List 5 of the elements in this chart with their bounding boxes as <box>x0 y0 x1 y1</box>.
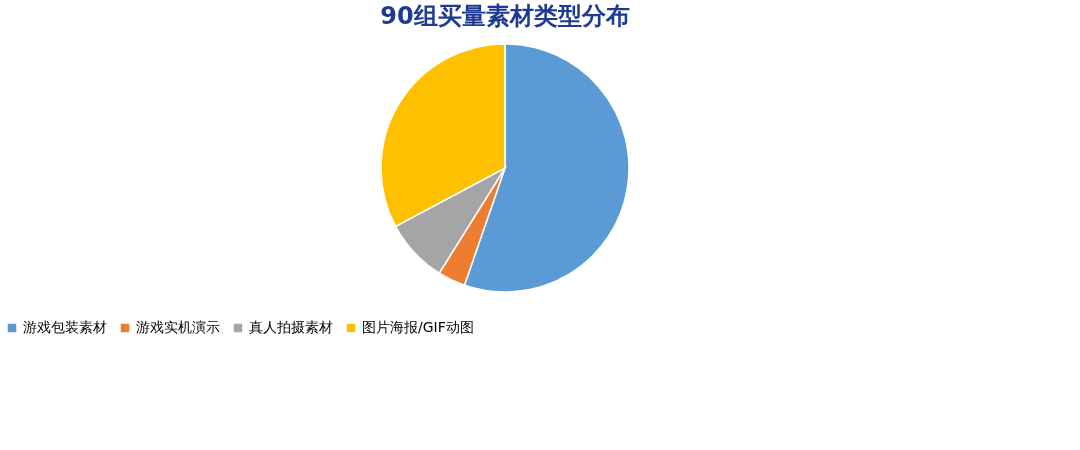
legend-label: 真人拍摄素材 <box>249 319 333 335</box>
legend-label: 游戏实机演示 <box>136 319 220 335</box>
chart-title: 90组买量素材类型分布 <box>380 2 630 30</box>
legend-label: 图片海报/GIF动图 <box>362 319 474 335</box>
legend-label: 游戏包装素材 <box>23 319 107 335</box>
